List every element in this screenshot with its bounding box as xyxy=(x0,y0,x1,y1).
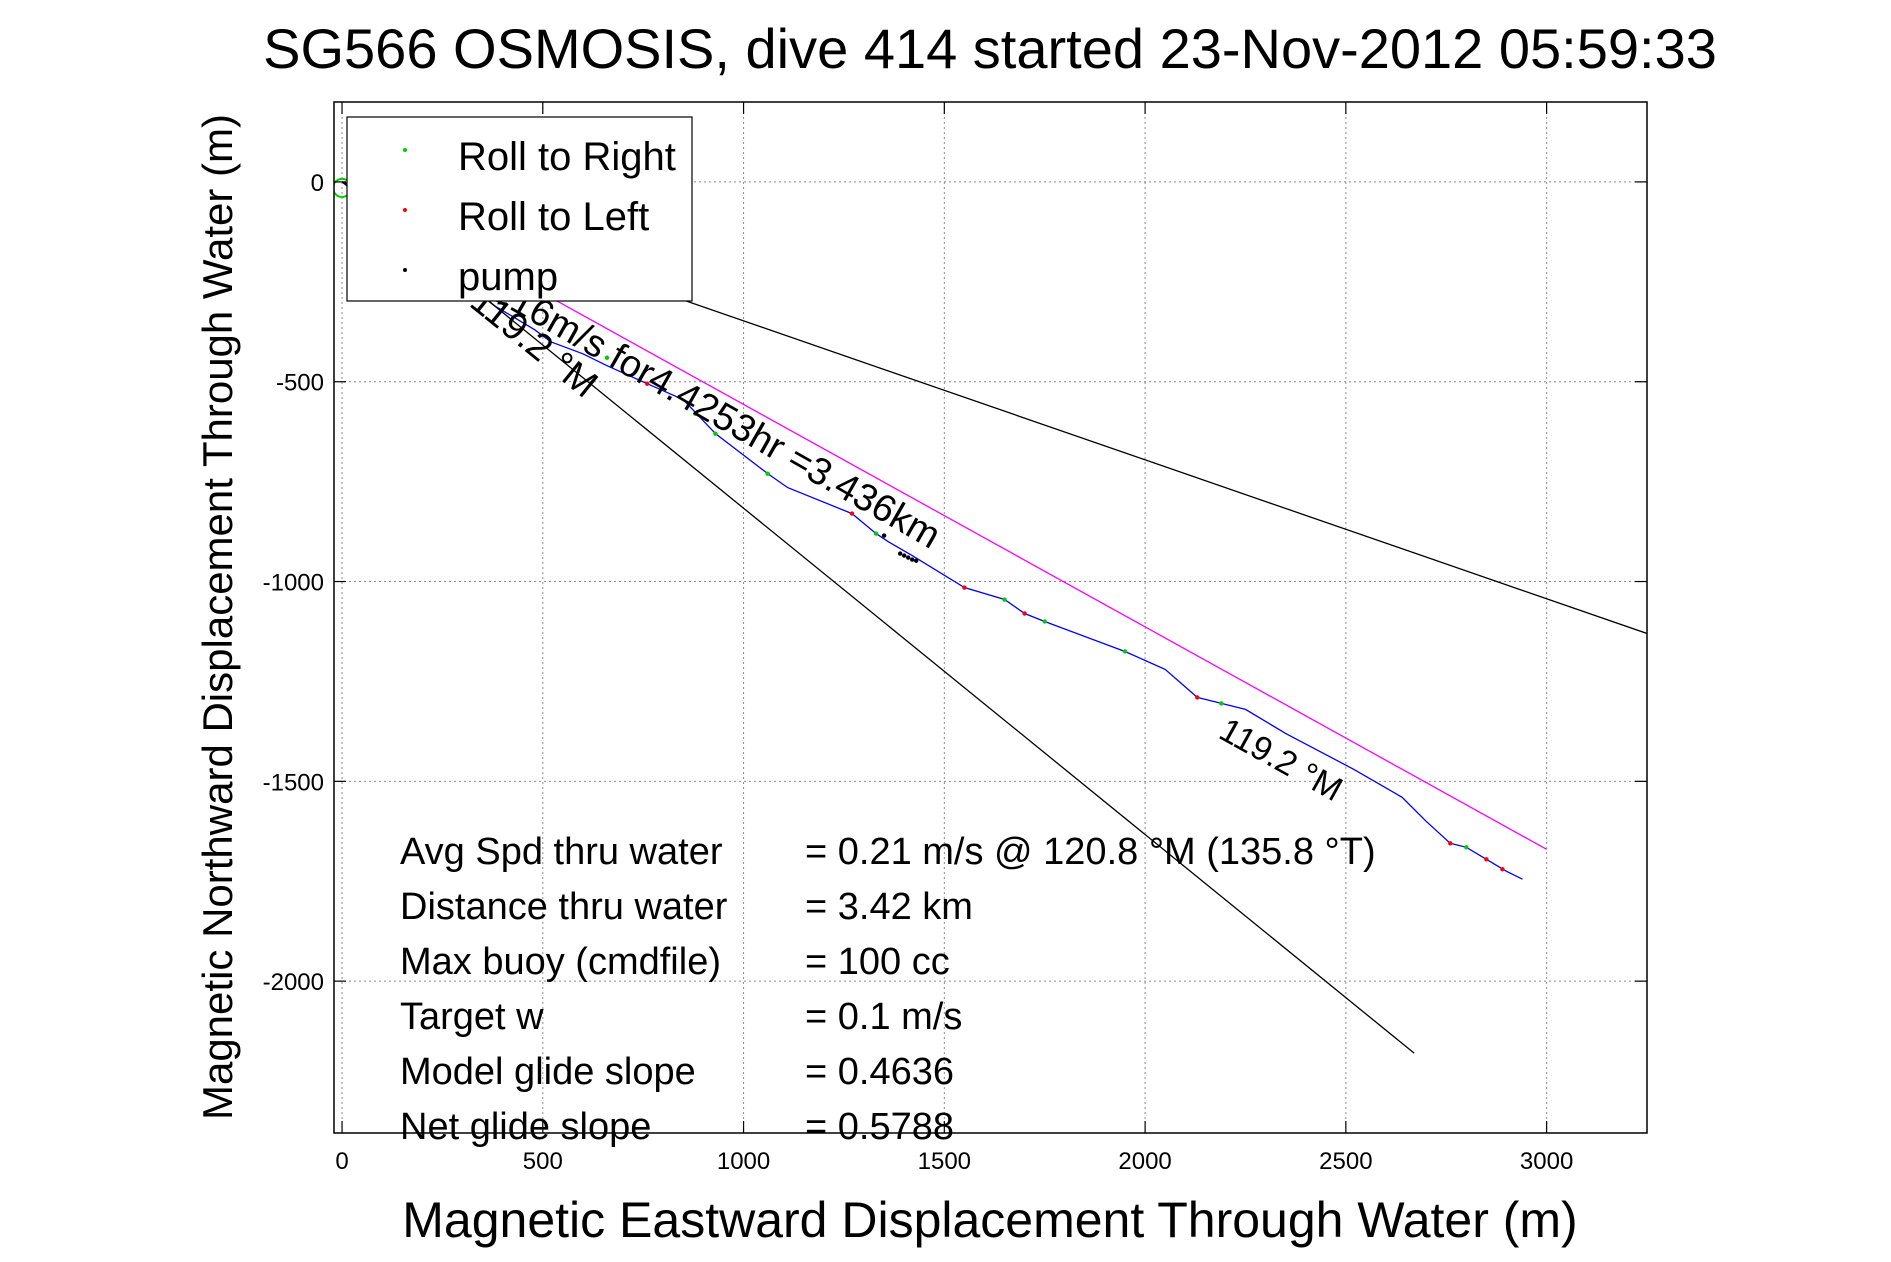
point-roll-to-right xyxy=(1002,597,1007,602)
y-axis-label: Magnetic Northward Displacement Through … xyxy=(194,114,241,1120)
y-tick-label: -500 xyxy=(276,370,324,397)
y-tick-label: -1500 xyxy=(263,769,324,796)
point-roll-to-left xyxy=(644,381,650,386)
point-pump xyxy=(897,551,903,556)
stat-label-model-glide: Model glide slope xyxy=(400,1051,696,1093)
legend-label-roll-right: Roll to Right xyxy=(458,135,676,179)
x-tick-label: 1500 xyxy=(918,1148,971,1175)
stat-label-avg-speed: Avg Spd thru water xyxy=(400,831,723,873)
point-roll-to-right xyxy=(604,355,610,360)
point-roll-to-right xyxy=(693,411,698,416)
x-axis-label: Magnetic Eastward Displacement Through W… xyxy=(402,1192,1577,1248)
point-roll-to-left xyxy=(1484,857,1489,862)
x-tick-label: 3000 xyxy=(1520,1148,1573,1175)
legend-label-pump: pump xyxy=(458,255,558,299)
point-pump xyxy=(905,555,911,560)
point-roll-to-right xyxy=(1219,701,1224,706)
stat-value-net-glide: = 0.5788 xyxy=(805,1106,954,1148)
point-roll-to-left xyxy=(962,585,967,590)
x-tick-label: 2000 xyxy=(1118,1148,1171,1175)
legend-marker-roll-right xyxy=(403,148,407,152)
heading-bottom-annotation: 119.2 °M xyxy=(1213,711,1349,809)
x-tick-label: 0 xyxy=(335,1148,348,1175)
stat-label-target-w: Target w xyxy=(400,996,544,1038)
series-line-3 xyxy=(341,181,1415,1054)
point-roll-to-left xyxy=(1500,867,1505,872)
x-tick-label: 1000 xyxy=(717,1148,770,1175)
y-tick-label: 0 xyxy=(311,170,324,197)
point-pump xyxy=(881,533,887,538)
point-roll-to-right xyxy=(1042,619,1047,624)
point-roll-to-left xyxy=(1448,841,1453,846)
point-roll-to-right xyxy=(873,531,879,536)
point-roll-to-left xyxy=(1022,611,1027,616)
point-pump xyxy=(910,557,915,562)
stats-block: Avg Spd thru water = 0.21 m/s @ 120.8 °M… xyxy=(400,831,1376,1148)
y-tick-label: -1000 xyxy=(263,570,324,597)
chart-title: SG566 OSMOSIS, dive 414 started 23-Nov-2… xyxy=(263,17,1717,80)
stat-label-max-buoy: Max buoy (cmdfile) xyxy=(400,941,721,983)
point-roll-to-left xyxy=(849,511,855,516)
stat-value-target-w: = 0.1 m/s xyxy=(805,996,962,1038)
point-roll-to-left xyxy=(1195,695,1200,700)
legend-marker-roll-left xyxy=(403,208,407,212)
stat-value-avg-speed: = 0.21 m/s @ 120.8 °M (135.8 °T) xyxy=(805,831,1376,873)
tick-layer: 0 500 1000 1500 2000 2500 3000 0 -500 -1000 -1500 -… xyxy=(263,102,1647,1175)
stat-label-distance: Distance thru water xyxy=(400,886,728,928)
point-roll-to-right xyxy=(1122,649,1128,654)
point-roll-to-right xyxy=(765,471,770,476)
grid-layer xyxy=(334,102,1647,1133)
point-pump xyxy=(901,553,907,558)
stat-value-max-buoy: = 100 cc xyxy=(805,941,950,983)
legend-label-roll-left: Roll to Left xyxy=(458,195,649,239)
stat-label-net-glide: Net glide slope xyxy=(400,1106,651,1148)
point-roll-to-right xyxy=(1464,845,1469,850)
x-tick-label: 500 xyxy=(523,1148,563,1175)
point-roll-to-right xyxy=(713,431,718,436)
y-tick-label: -2000 xyxy=(263,969,324,996)
plot-frame xyxy=(333,101,1648,1134)
stat-value-distance: = 3.42 km xyxy=(805,886,973,928)
stat-value-model-glide: = 0.4636 xyxy=(805,1051,954,1093)
point-pump xyxy=(914,558,919,563)
x-tick-label: 2500 xyxy=(1319,1148,1372,1175)
legend-marker-pump xyxy=(403,268,407,272)
legend: Roll to Right Roll to Left pump xyxy=(346,116,693,302)
